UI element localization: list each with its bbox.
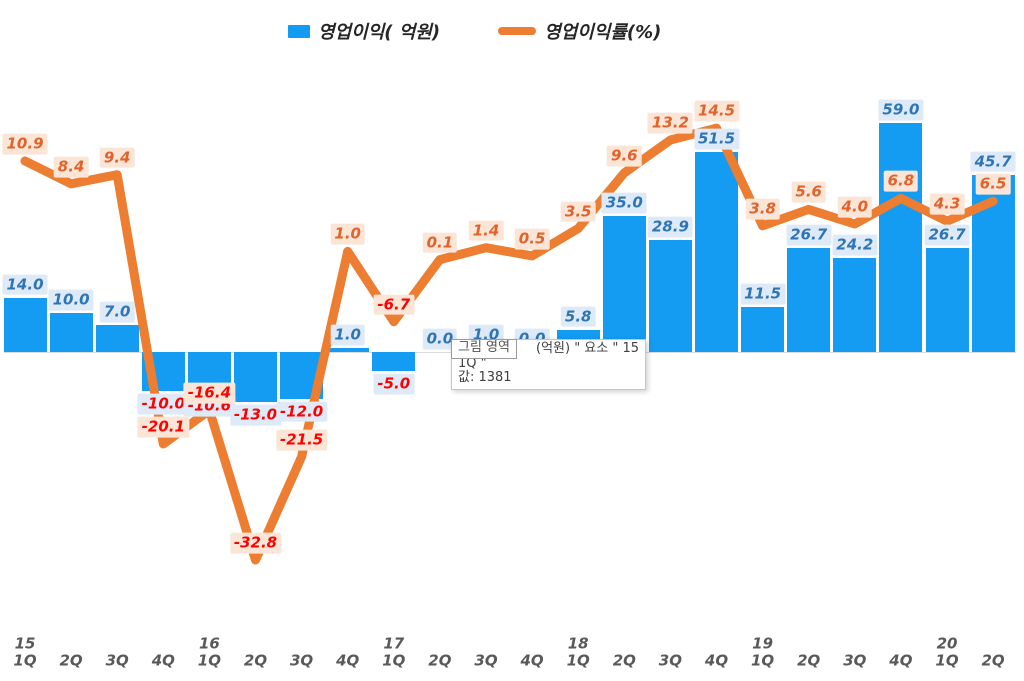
axis-quarter-19 4Q: 4Q (889, 651, 913, 670)
bar-value-label-16 3Q: -12.0 (275, 401, 328, 422)
axis-quarter-20 1Q: 1Q (935, 651, 959, 670)
bar-value-label-19 2Q: 26.7 (786, 225, 832, 246)
line-value-label-17 4Q: 0.5 (514, 228, 550, 250)
bar-value-label-15 2Q: 10.0 (48, 289, 94, 311)
line-value-label-20 1Q: 4.3 (929, 193, 965, 215)
bar-value-label-18 1Q: 5.8 (560, 306, 596, 327)
bar-value-label-18 3Q: 28.9 (647, 216, 693, 238)
bar-value-label-20 1Q: 26.7 (924, 225, 970, 246)
line-value-label-15 4Q: -20.1 (137, 416, 189, 438)
bar-value-label-18 4Q: 51.5 (693, 128, 740, 150)
bar-15 1Q (3, 297, 47, 352)
bar-value-label-16 4Q: 1.0 (330, 324, 365, 346)
axis-year-19: 19 (752, 634, 774, 653)
axis-quarter-15 4Q: 4Q (151, 651, 175, 670)
line-value-label-15 1Q: 10.9 (2, 133, 48, 155)
tooltip-plot-area-box: 그림 영역 (451, 339, 517, 359)
axis-quarter-16 3Q: 3Q (289, 651, 314, 670)
bar-18 2Q (602, 216, 646, 352)
line-value-label-19 4Q: 6.8 (883, 171, 919, 192)
line-value-label-15 2Q: 8.4 (53, 156, 89, 178)
line-value-label-16 2Q: -32.8 (229, 532, 282, 554)
bar-18 4Q (695, 152, 738, 352)
bar-15 4Q (141, 352, 185, 391)
axis-quarter-15 1Q: 1Q (13, 651, 37, 670)
line-series-swatch-icon (498, 27, 537, 35)
line-value-label-18 3Q: 13.2 (647, 112, 693, 134)
legend-item-operating-profit: 영업이익( 억원) (288, 18, 440, 44)
bar-value-label-16 2Q: -13.0 (229, 405, 282, 426)
axis-quarter-18 3Q: 3Q (658, 651, 682, 670)
line-value-label-18 4Q: 14.5 (693, 100, 740, 122)
line-value-label-18 2Q: 9.6 (607, 145, 642, 167)
bar-17 1Q (372, 352, 416, 372)
axis-year-15: 15 (14, 634, 36, 653)
bar-19 2Q (787, 248, 831, 352)
chart-legend: 영업이익( 억원) 영업이익률(%) (288, 18, 661, 44)
legend-label-operating-margin: 영업이익률(%) (544, 22, 662, 43)
bar-series-swatch-icon (288, 24, 310, 38)
line-value-label-19 1Q: 3.8 (745, 198, 780, 220)
bar-value-label-18 2Q: 35.0 (601, 192, 647, 214)
line-value-label-17 1Q: -6.7 (373, 294, 415, 316)
bar-value-label-15 3Q: 7.0 (99, 301, 135, 323)
axis-quarter-17 1Q: 1Q (382, 651, 406, 670)
bar-19 1Q (741, 307, 785, 352)
legend-item-operating-margin: 영업이익률(%) (498, 18, 661, 44)
axis-quarter-16 4Q: 4Q (336, 651, 360, 670)
bar-value-label-19 3Q: 24.2 (832, 234, 878, 256)
axis-quarter-16 1Q: 1Q (197, 651, 221, 670)
axis-year-17: 17 (383, 634, 405, 653)
bar-16 2Q (234, 352, 277, 403)
axis-quarter-19 1Q: 1Q (750, 651, 775, 670)
line-value-label-16 4Q: 1.0 (330, 224, 365, 245)
axis-quarter-17 2Q: 2Q (428, 651, 452, 670)
line-value-label-16 1Q: -16.4 (183, 382, 236, 404)
legend-label-operating-profit: 영업이익( 억원) (318, 22, 441, 43)
axis-quarter-18 2Q: 2Q (612, 651, 636, 670)
line-value-label-15 3Q: 9.4 (99, 147, 135, 169)
axis-quarter-18 4Q: 4Q (704, 651, 729, 670)
bar-value-label-19 4Q: 59.0 (878, 99, 924, 121)
line-value-label-19 3Q: 4.0 (837, 196, 873, 218)
tooltip-value-box: (억원) " 요소 " 15 1Q " 값: 1381 그림 영역 (451, 339, 647, 390)
bar-value-label-15 1Q: 14.0 (2, 274, 48, 296)
line-value-label-20 2Q: 6.5 (975, 173, 1011, 195)
axis-year-16: 16 (198, 634, 220, 653)
bar-20 1Q (925, 248, 969, 352)
bar-19 3Q (833, 258, 877, 352)
line-value-label-18 1Q: 3.5 (560, 201, 596, 222)
axis-quarter-17 4Q: 4Q (520, 651, 544, 670)
axis-quarter-19 2Q: 2Q (797, 651, 821, 670)
bar-15 3Q (95, 324, 139, 352)
bar-19 4Q (879, 123, 923, 352)
tooltip-value-line: 값: 1381 (458, 370, 512, 385)
axis-quarter-19 3Q: 3Q (843, 651, 867, 670)
line-value-label-17 3Q: 1.4 (468, 220, 504, 242)
axis-quarter-15 2Q: 2Q (59, 651, 83, 670)
line-value-label-19 2Q: 5.6 (791, 182, 826, 203)
bar-value-label-17 1Q: -5.0 (373, 374, 415, 395)
axis-quarter-20 2Q: 2Q (981, 651, 1005, 670)
bar-16 3Q (280, 352, 324, 399)
bar-value-label-15 4Q: -10.0 (137, 393, 189, 415)
tooltip-category-line: 1Q " (458, 355, 487, 371)
bar-value-label-20 2Q: 45.7 (970, 151, 1016, 173)
axis-year-20: 20 (936, 634, 958, 653)
axis-quarter-17 3Q: 3Q (474, 651, 498, 670)
bar-18 3Q (648, 239, 692, 352)
line-value-label-17 2Q: 0.1 (422, 232, 458, 253)
line-value-label-16 3Q: -21.5 (275, 429, 328, 451)
axis-year-18: 18 (567, 634, 589, 653)
bar-20 2Q (971, 174, 1015, 352)
axis-quarter-15 3Q: 3Q (105, 651, 129, 670)
bar-15 2Q (49, 313, 93, 352)
axis-quarter-18 1Q: 1Q (566, 651, 590, 670)
bar-16 4Q (326, 348, 370, 352)
axis-quarter-16 2Q: 2Q (243, 651, 268, 670)
bar-value-label-19 1Q: 11.5 (740, 284, 786, 305)
